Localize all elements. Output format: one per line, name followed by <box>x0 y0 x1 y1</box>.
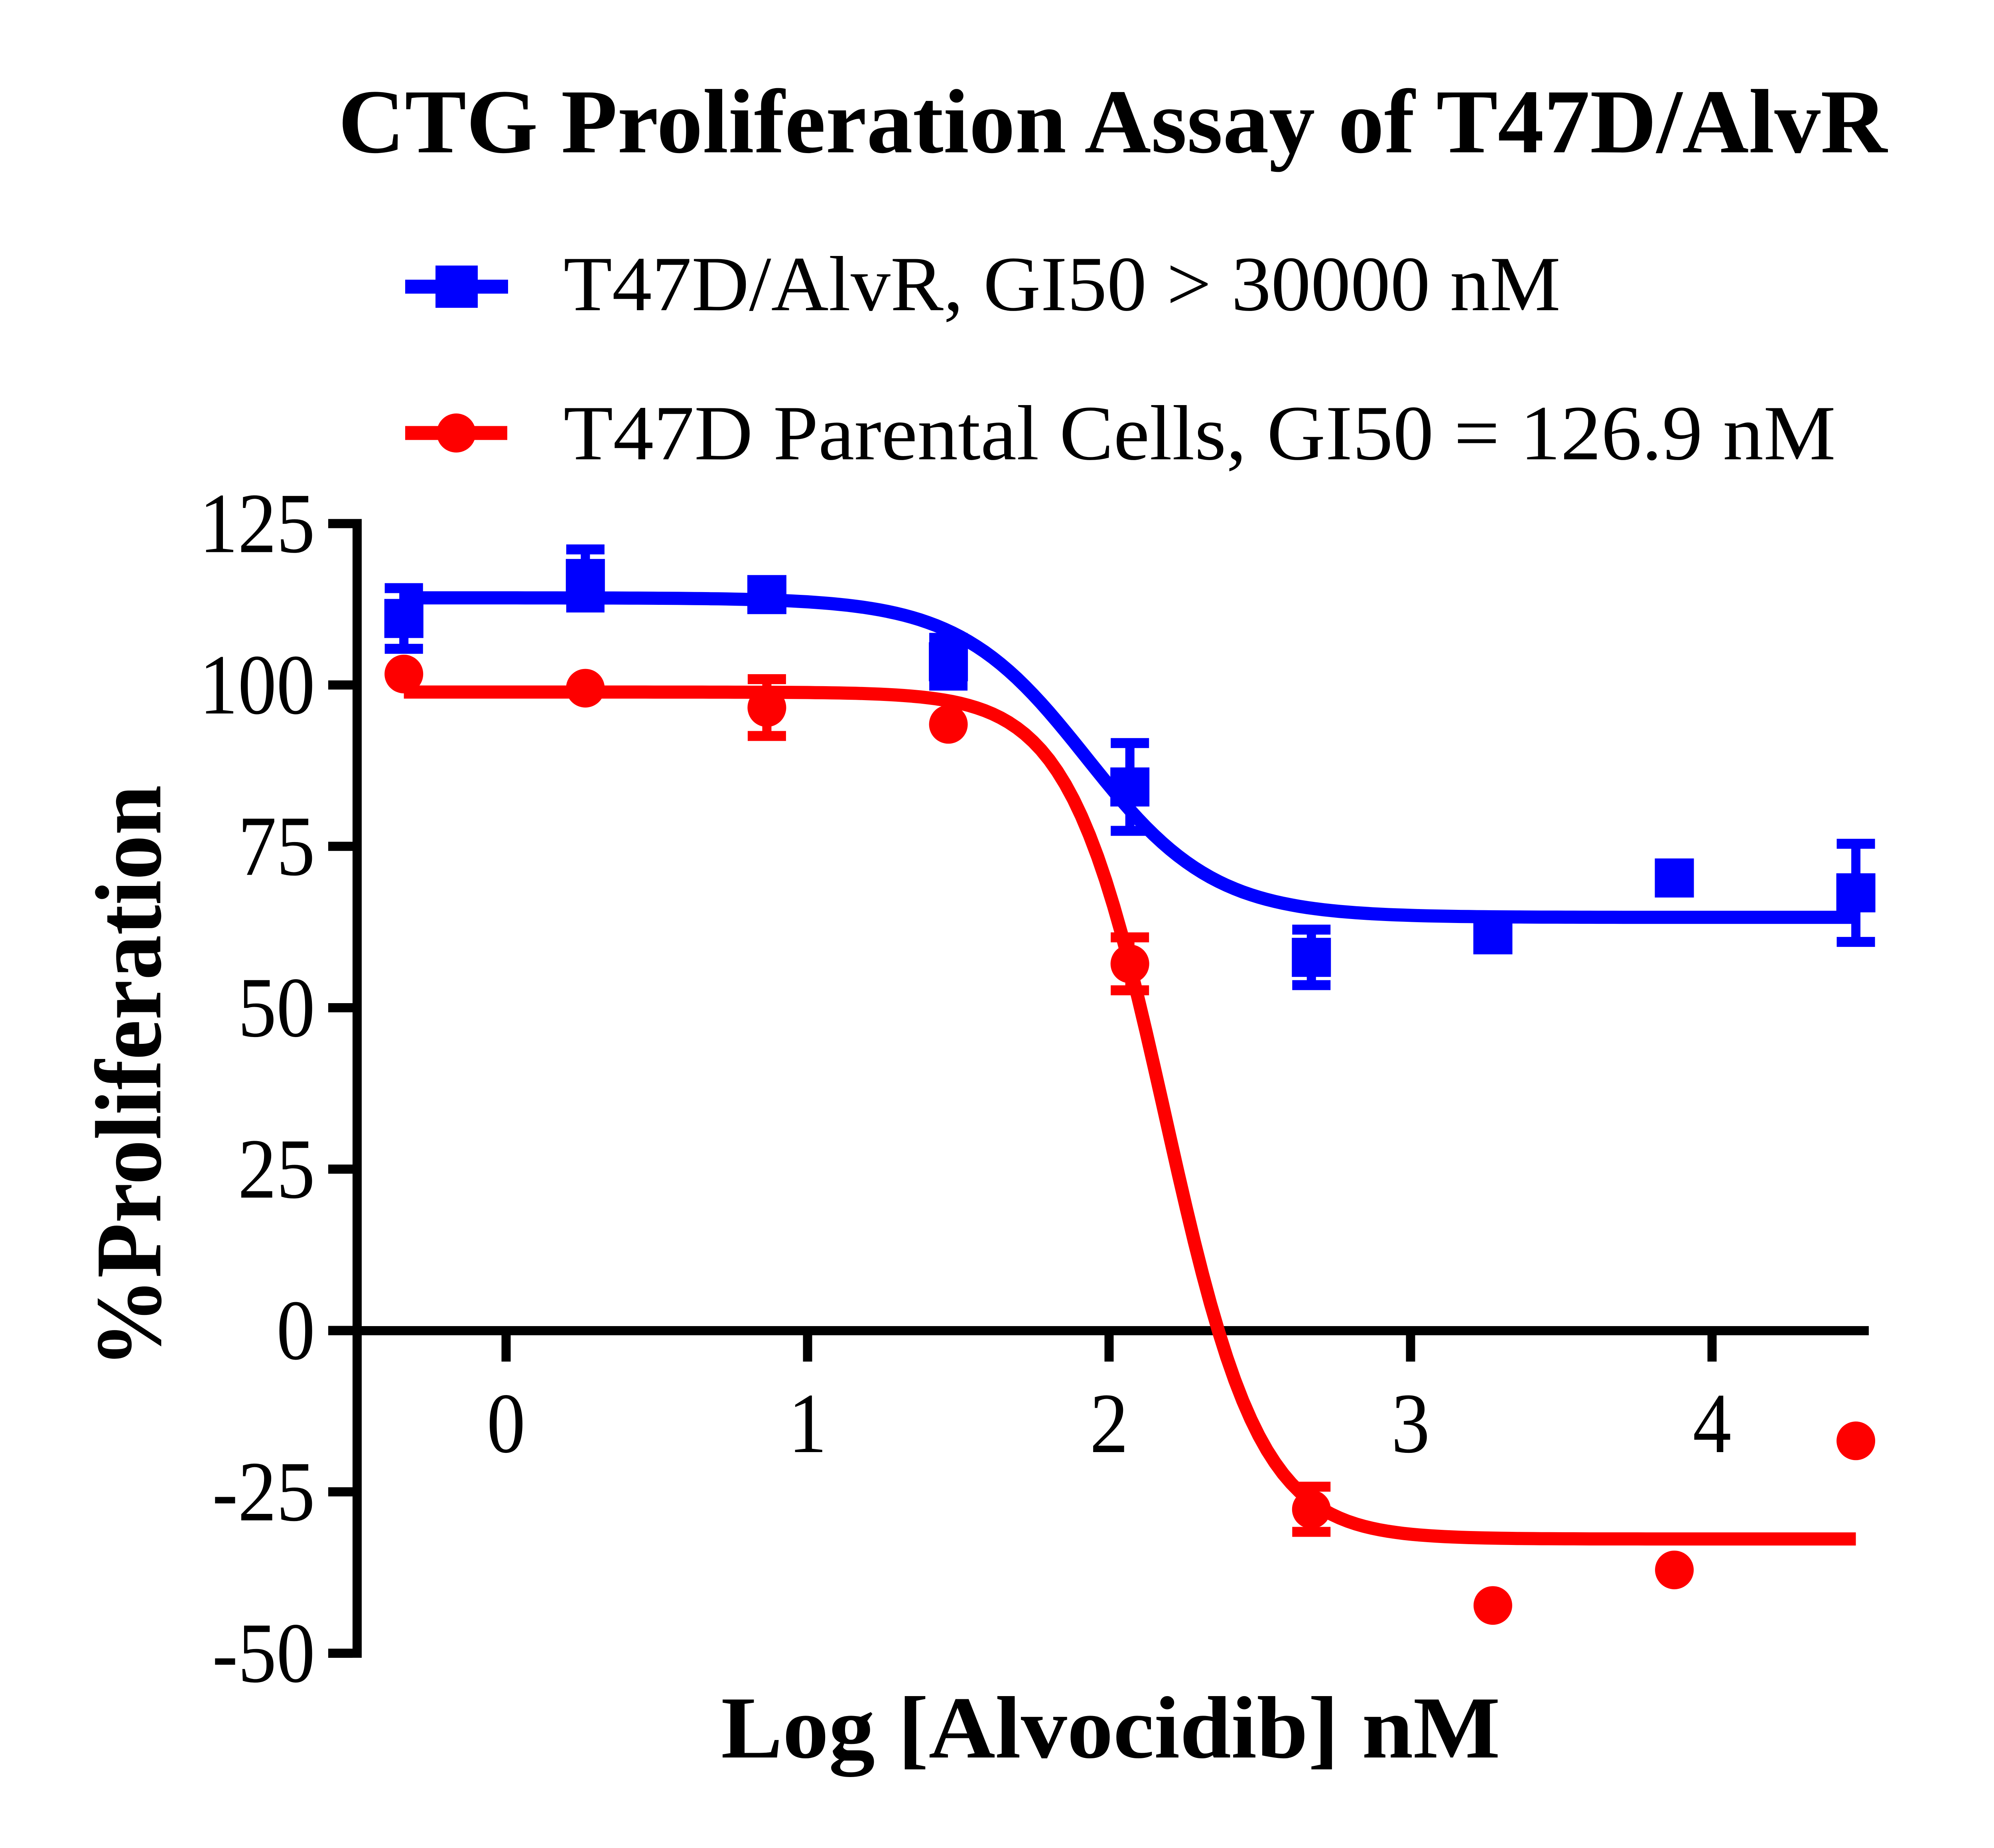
svg-text:0: 0 <box>276 1283 315 1378</box>
svg-text:1: 1 <box>788 1376 827 1471</box>
svg-text:25: 25 <box>238 1122 315 1217</box>
svg-text:0: 0 <box>487 1376 526 1471</box>
svg-text:-50: -50 <box>212 1606 315 1701</box>
svg-text:3: 3 <box>1391 1376 1430 1471</box>
svg-text:%Proliferation: %Proliferation <box>77 785 181 1368</box>
svg-text:125: 125 <box>199 476 315 571</box>
svg-text:CTG Proliferation Assay of T47: CTG Proliferation Assay of T47D/AlvR <box>338 71 1888 172</box>
svg-text:100: 100 <box>199 638 315 732</box>
svg-text:Log [Alvocidib] nM: Log [Alvocidib] nM <box>721 1679 1500 1777</box>
svg-text:T47D/AlvR, GI50 > 30000 nM: T47D/AlvR, GI50 > 30000 nM <box>564 241 1561 327</box>
svg-text:50: 50 <box>238 960 315 1055</box>
svg-text:T47D Parental Cells, GI50 = 12: T47D Parental Cells, GI50 = 126.9 nM <box>564 390 1836 476</box>
svg-text:-25: -25 <box>212 1445 315 1539</box>
svg-text:2: 2 <box>1090 1376 1129 1471</box>
svg-text:75: 75 <box>238 799 315 894</box>
svg-text:4: 4 <box>1693 1376 1732 1471</box>
